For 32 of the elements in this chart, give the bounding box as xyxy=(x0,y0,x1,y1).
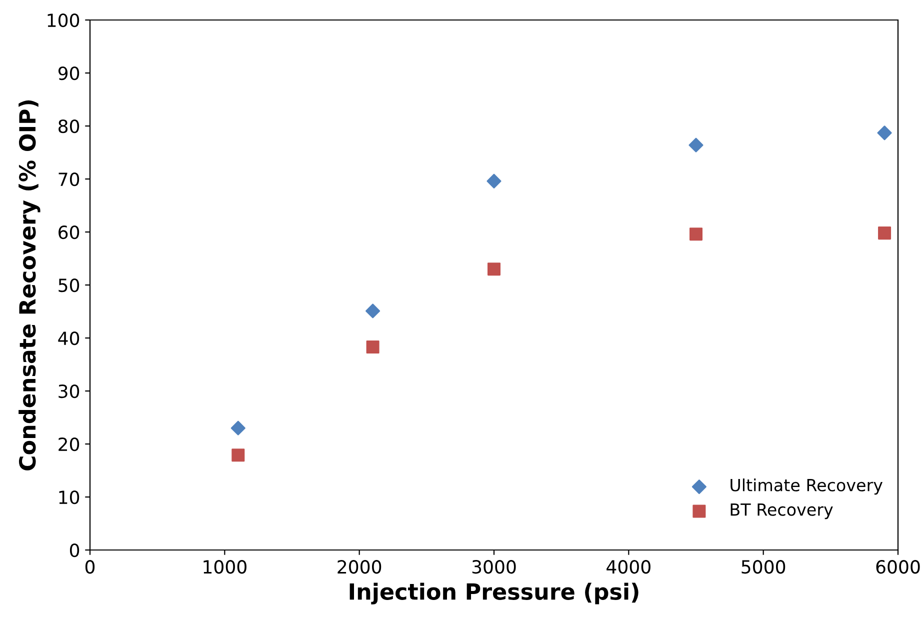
point xyxy=(487,262,501,276)
point xyxy=(689,228,703,241)
y-tick-label: 20 xyxy=(58,437,80,452)
point xyxy=(232,448,245,462)
x-tick-label: 2000 xyxy=(338,560,382,574)
point xyxy=(486,174,502,188)
x-tick-label: 0 xyxy=(85,560,95,574)
x-tick-label: 1000 xyxy=(204,560,246,574)
x-tick-label: 4000 xyxy=(606,560,650,574)
legend-label: Ultimate Recovery xyxy=(730,478,882,495)
point xyxy=(230,420,246,436)
point xyxy=(366,304,380,318)
x-tick-label: 5000 xyxy=(742,560,786,574)
y-tick-label: 90 xyxy=(58,66,80,80)
legend-label: BT Recovery xyxy=(730,503,833,520)
point xyxy=(688,138,704,152)
point xyxy=(366,340,380,354)
y-tick-label: 40 xyxy=(58,331,80,346)
y-tick-label: 50 xyxy=(58,278,80,292)
point xyxy=(878,226,892,240)
point xyxy=(877,126,892,140)
y-tick-label: 30 xyxy=(58,384,80,398)
y-tick-label: 0 xyxy=(70,543,80,558)
x-tick-label: 6000 xyxy=(876,560,920,574)
y-tick-label: 80 xyxy=(58,119,80,134)
y-tick-label: 70 xyxy=(58,172,80,186)
y-axis-title: Condensate Recovery (% OIP) xyxy=(18,100,40,470)
x-tick-label: 3000 xyxy=(472,560,516,574)
y-tick-label: 60 xyxy=(58,225,80,240)
y-tick-label: 10 xyxy=(59,490,80,504)
y-tick-label: 100 xyxy=(48,13,80,28)
x-axis-title: Injection Pressure (psi) xyxy=(350,582,638,604)
